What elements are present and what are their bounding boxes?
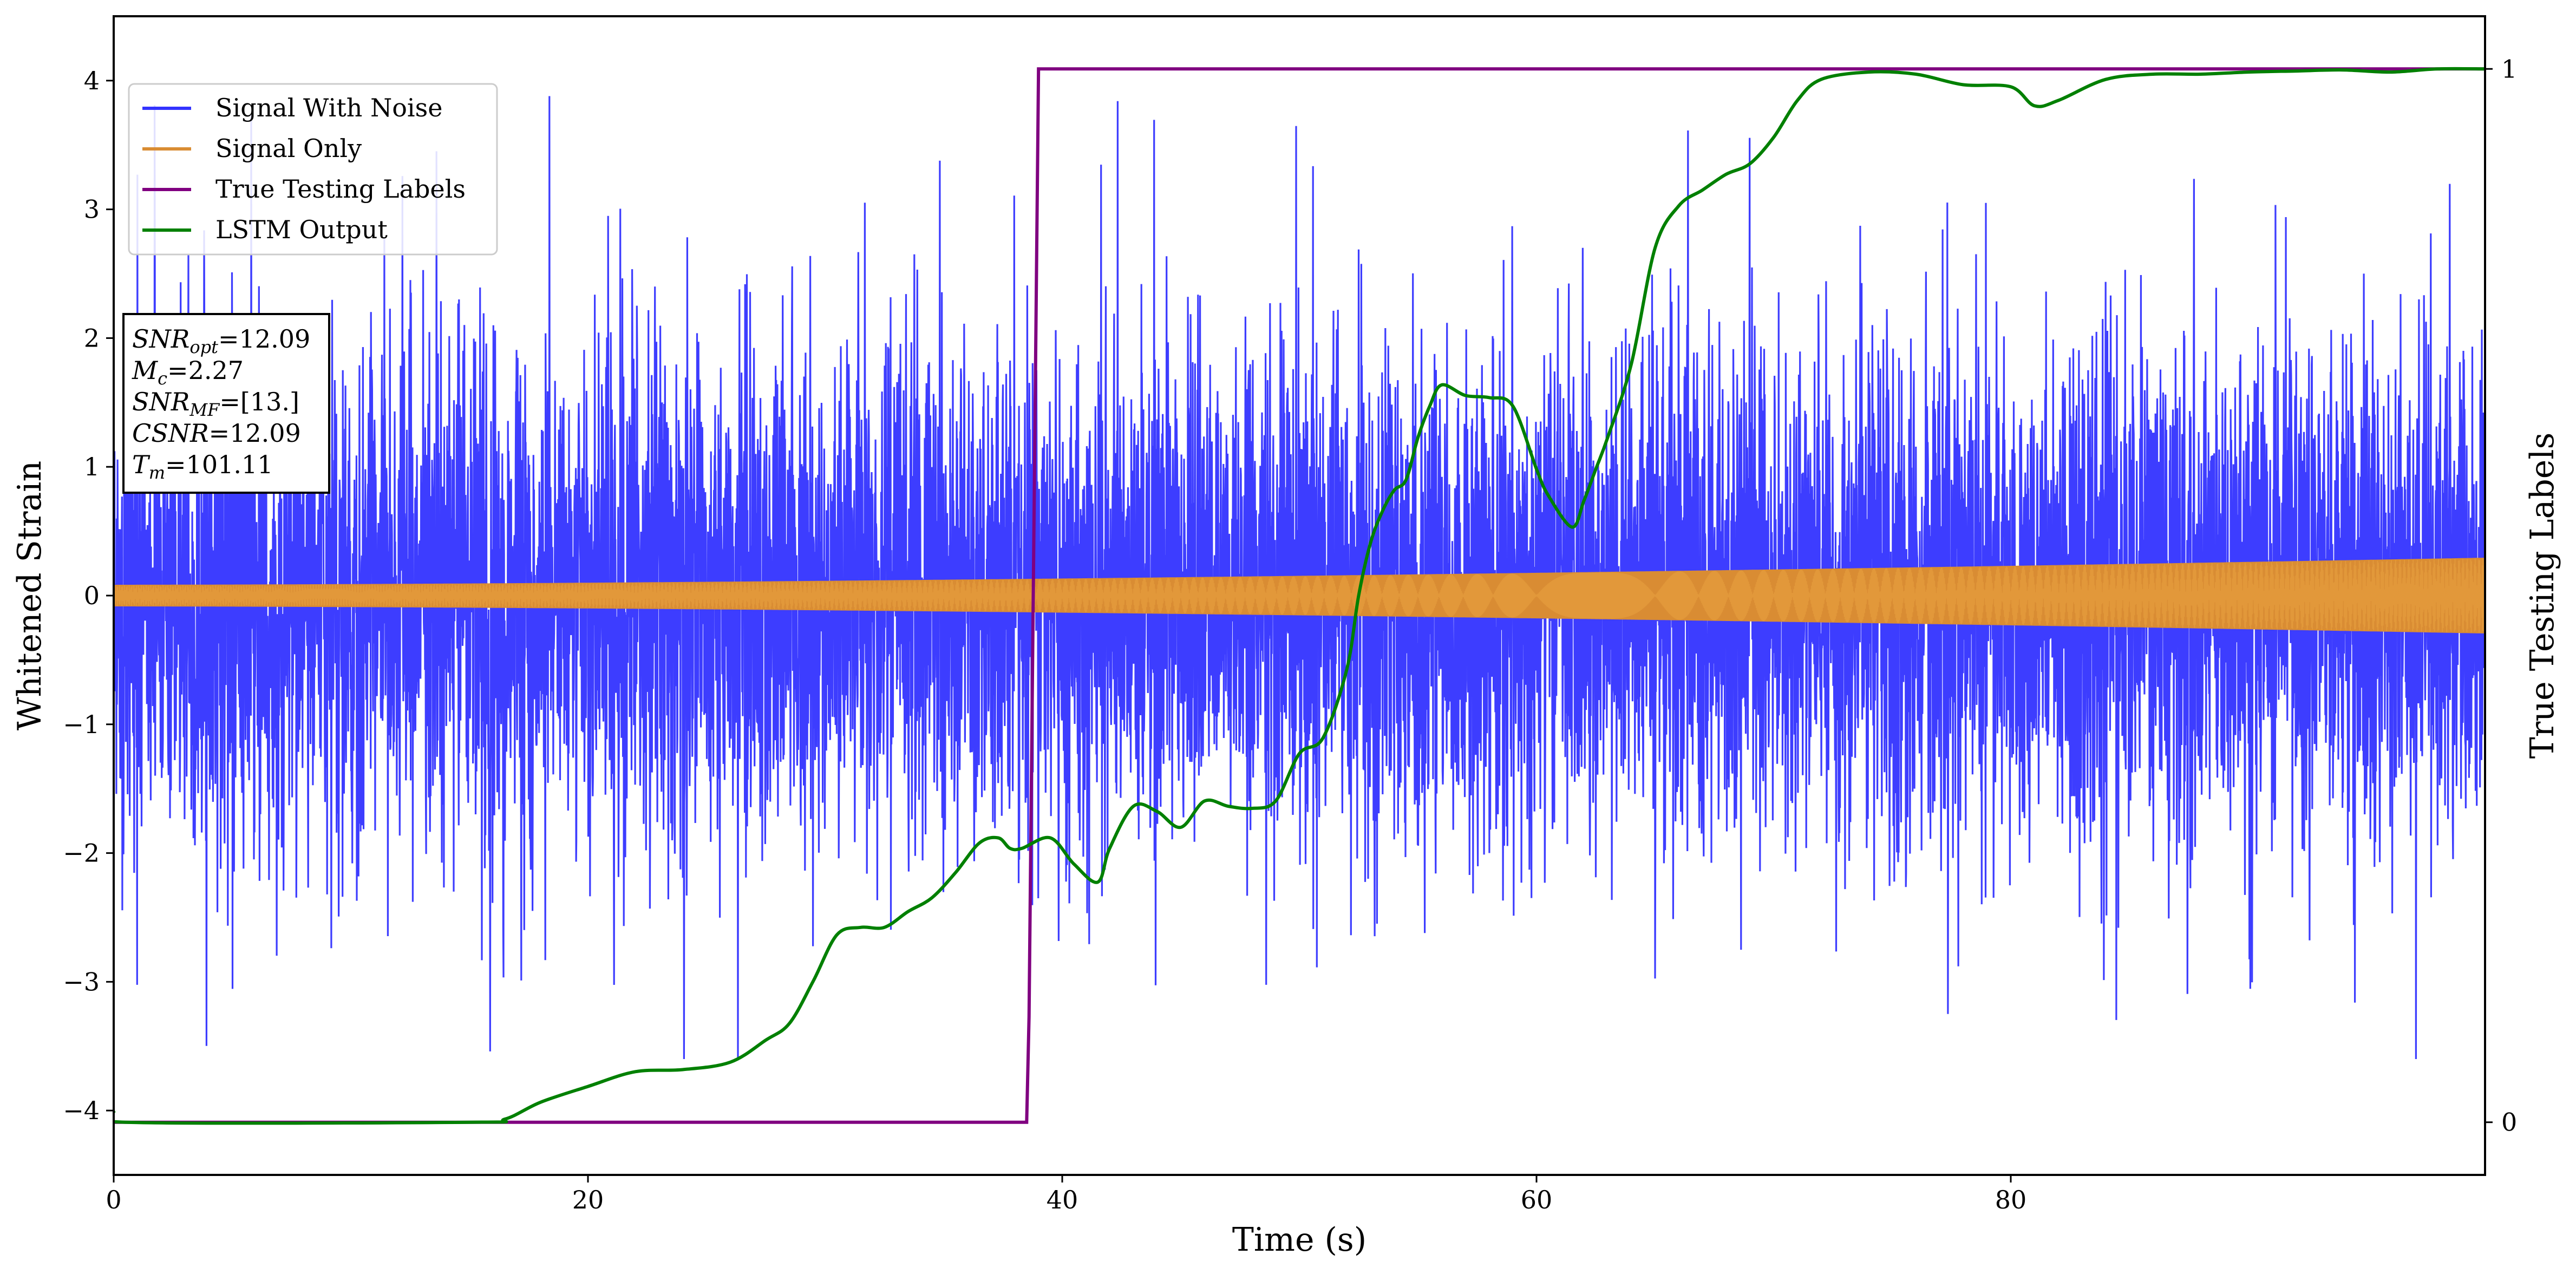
legend-label: Signal With Noise <box>215 93 442 122</box>
annotation-line: Tm=101.11 <box>132 450 273 483</box>
right-axis-title: True Testing Labels <box>2523 433 2561 759</box>
parameter-annotation-box: SNRopt=12.09Mc=2.27SNRMF=[13.]CSNR=12.09… <box>122 313 330 494</box>
legend-label: LSTM Output <box>215 215 388 244</box>
x-axis-title: Time (s) <box>1232 1221 1367 1259</box>
legend-label: True Testing Labels <box>215 174 466 204</box>
y-tick-label: −4 <box>63 1096 100 1125</box>
true-testing-labels-series <box>114 67 2485 1124</box>
y-tick-label: 3 <box>84 195 100 224</box>
y-tick-label: 4 <box>84 66 100 95</box>
annotation-line: SNRMF=[13.] <box>132 387 299 420</box>
y-axis-title: Whitened Strain <box>11 461 49 730</box>
annotation-line: SNRopt=12.09 <box>132 324 310 357</box>
x-tick-label: 0 <box>106 1185 121 1214</box>
y-tick-label: 1 <box>84 452 100 481</box>
y2-tick-label: 0 <box>2501 1108 2517 1137</box>
annotation-line: CSNR=12.09 <box>132 419 301 448</box>
x-tick-label: 80 <box>1995 1185 2027 1214</box>
y-tick-label: 0 <box>84 581 100 610</box>
lstm-output-series <box>114 67 2485 1125</box>
legend-box <box>128 83 498 256</box>
y2-tick-label: 1 <box>2501 54 2517 83</box>
x-tick-label: 20 <box>572 1185 604 1214</box>
true-testing-labels-line <box>114 67 2485 1124</box>
x-tick-label: 40 <box>1047 1185 1078 1214</box>
legend-label: Signal Only <box>215 134 362 163</box>
y-tick-label: −1 <box>63 710 100 739</box>
annotation-box <box>122 313 330 494</box>
annotation-line: Mc=2.27 <box>132 356 244 389</box>
y-tick-label: 2 <box>84 323 100 352</box>
legend: Signal With Noise Signal Only True Testing… <box>128 83 498 256</box>
x-tick-label: 60 <box>1521 1185 1553 1214</box>
y-tick-label: −3 <box>63 967 100 996</box>
y-tick-label: −2 <box>63 839 100 868</box>
lstm-output-line <box>114 67 2485 1125</box>
signal-only-line <box>114 558 2485 633</box>
signal-only-series <box>114 557 2485 634</box>
